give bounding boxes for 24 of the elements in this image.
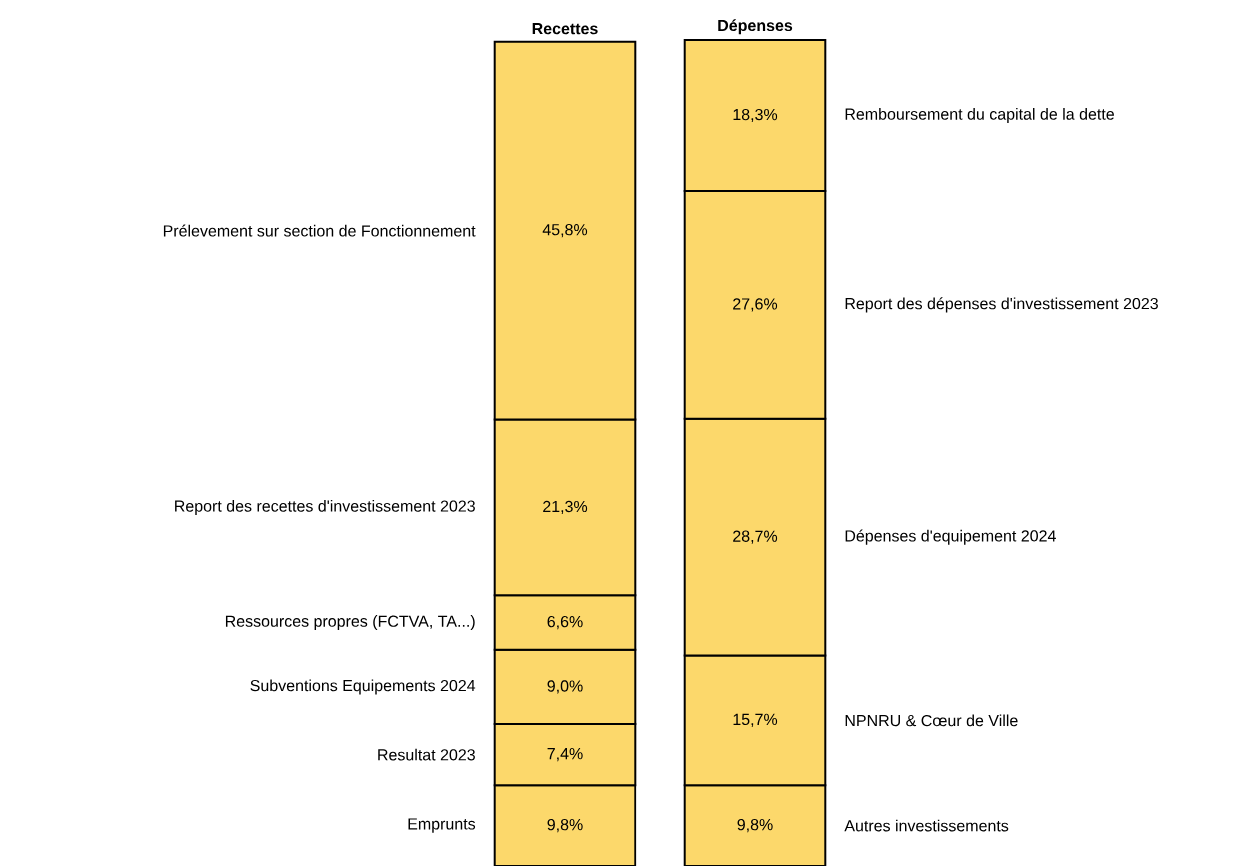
series-label: Prélevement sur section de Fonctionnement <box>163 224 476 237</box>
data-label: 9,8% <box>547 818 583 833</box>
data-label: 6,6% <box>547 615 583 630</box>
series-label: Autres investissements <box>844 819 1009 832</box>
data-label: 18,3% <box>733 108 778 123</box>
data-label: 15,7% <box>733 713 778 727</box>
series-label: NPNRU & Cœur de Ville <box>845 714 1018 727</box>
series-label: Emprunts <box>408 818 476 833</box>
series-label: Report des recettes d'investissement 2023 <box>175 499 475 515</box>
data-label: 45,8% <box>542 224 588 238</box>
x-tick-label: Recettes <box>532 23 598 35</box>
series-label: Ressources propres (FCTVA, TA...) <box>225 615 475 631</box>
data-label: 21,3% <box>543 500 588 515</box>
data-label: 28,7% <box>733 530 778 544</box>
data-label: 7,4% <box>547 748 583 762</box>
data-label: 9,0% <box>547 680 583 694</box>
data-label: 27,6% <box>733 298 778 312</box>
series-label: Dépenses d'equipement 2024 <box>845 529 1056 545</box>
series-label: Subventions Equipements 2024 <box>250 679 476 695</box>
x-tick-label: Dépenses <box>718 19 793 35</box>
series-label: Resultat 2023 <box>378 748 475 761</box>
series-label: Report des dépenses d'investissement 2023 <box>845 297 1158 313</box>
data-label: 9,8% <box>737 818 773 833</box>
series-label: Remboursement du capital de la dette <box>845 108 1114 123</box>
